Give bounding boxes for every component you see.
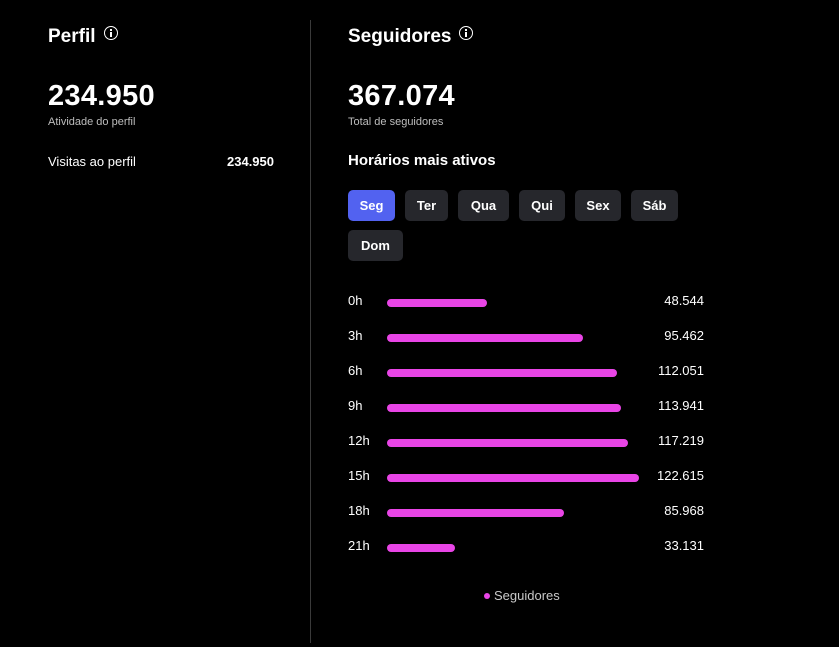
day-tab-1[interactable]: Ter xyxy=(405,190,448,221)
visits-label: Visitas ao perfil xyxy=(48,154,136,169)
profile-panel: Perfil 234.950 Atividade do perfil Visit… xyxy=(48,0,278,647)
day-tab-5[interactable]: Sáb xyxy=(631,190,678,221)
chart-legend: Seguidores xyxy=(484,588,560,603)
bar-value-label: 85.968 xyxy=(664,503,704,518)
day-tab-4[interactable]: Sex xyxy=(575,190,621,221)
bar-category-label: 3h xyxy=(348,328,363,343)
bar-track xyxy=(387,369,639,377)
bar-category-label: 12h xyxy=(348,433,370,448)
bar-track xyxy=(387,439,639,447)
bar-track xyxy=(387,544,639,552)
bar-row: 18h 85.968 xyxy=(348,500,704,520)
bar-category-label: 21h xyxy=(348,538,370,553)
visits-value: 234.950 xyxy=(227,154,274,169)
legend-label: Seguidores xyxy=(494,588,560,603)
bar-category-label: 6h xyxy=(348,363,363,378)
bar-track xyxy=(387,404,639,412)
bar-value-label: 117.219 xyxy=(657,433,704,448)
bar-value-label: 112.051 xyxy=(657,363,704,378)
bar-value-label: 122.615 xyxy=(657,468,704,483)
followers-panel: Seguidores 367.074 Total de seguidores H… xyxy=(348,0,748,647)
profile-caption: Atividade do perfil xyxy=(48,116,136,128)
bar-category-label: 18h xyxy=(348,503,370,518)
bar[interactable] xyxy=(387,439,628,447)
bar-row: 15h 122.615 xyxy=(348,465,704,485)
bar[interactable] xyxy=(387,404,622,412)
bar[interactable] xyxy=(387,369,618,377)
day-tab-3[interactable]: Qui xyxy=(519,190,565,221)
bar-row: 3h 95.462 xyxy=(348,325,704,345)
profile-total: 234.950 xyxy=(48,80,155,112)
bar-row: 6h 112.051 xyxy=(348,360,704,380)
info-icon[interactable] xyxy=(103,26,118,40)
day-tab-6[interactable]: Dom xyxy=(348,230,403,261)
followers-header: Seguidores xyxy=(348,26,474,48)
bar[interactable] xyxy=(387,544,456,552)
info-icon[interactable] xyxy=(459,26,474,40)
panel-divider xyxy=(310,20,311,643)
bar-value-label: 113.941 xyxy=(657,398,704,413)
legend-dot-icon xyxy=(484,592,490,599)
bar-track xyxy=(387,334,639,342)
bar[interactable] xyxy=(387,474,639,482)
day-tab-0[interactable]: Seg xyxy=(348,190,395,221)
bar[interactable] xyxy=(387,334,584,342)
followers-title: Seguidores xyxy=(348,26,452,47)
bar-row: 12h 117.219 xyxy=(348,430,704,450)
bar-value-label: 95.462 xyxy=(664,328,704,343)
followers-total: 367.074 xyxy=(348,80,455,112)
followers-caption: Total de seguidores xyxy=(348,116,444,128)
bar-value-label: 33.131 xyxy=(664,538,704,553)
bar-row: 21h 33.131 xyxy=(348,535,704,555)
bar-category-label: 9h xyxy=(348,398,363,413)
bar-category-label: 15h xyxy=(348,468,370,483)
bar[interactable] xyxy=(387,299,487,307)
bar-row: 9h 113.941 xyxy=(348,395,704,415)
bar[interactable] xyxy=(387,509,564,517)
bar-track xyxy=(387,474,639,482)
active-hours-heading: Horários mais ativos xyxy=(348,152,496,169)
profile-visits-row: Visitas ao perfil 234.950 xyxy=(48,154,274,169)
bar-row: 0h 48.544 xyxy=(348,290,704,310)
profile-header: Perfil xyxy=(48,26,118,48)
bar-track xyxy=(387,299,639,307)
profile-title: Perfil xyxy=(48,26,96,47)
bar-category-label: 0h xyxy=(348,293,363,308)
day-tab-2[interactable]: Qua xyxy=(458,190,509,221)
bar-value-label: 48.544 xyxy=(664,293,704,308)
bar-track xyxy=(387,509,639,517)
